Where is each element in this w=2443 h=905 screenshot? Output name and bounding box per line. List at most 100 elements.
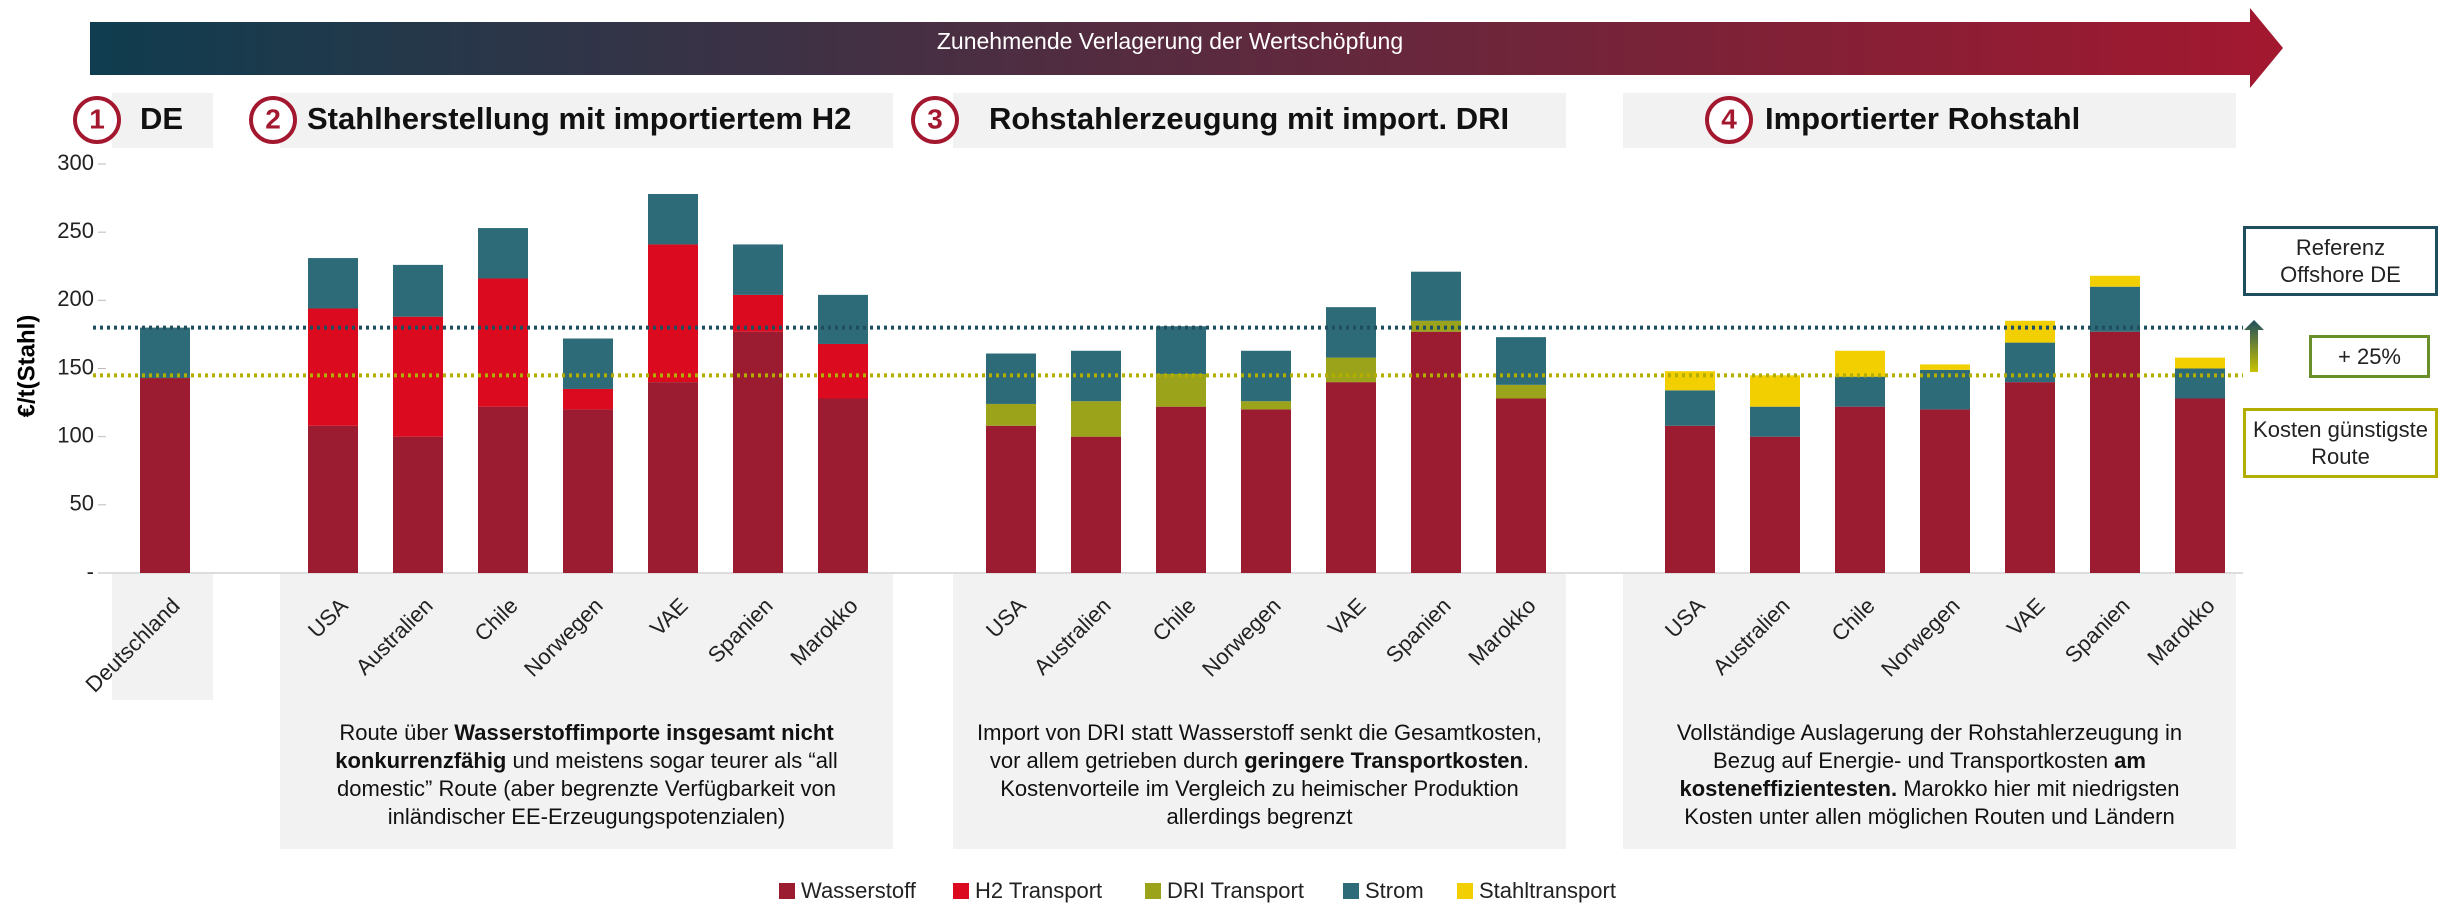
bar-segment xyxy=(2090,286,2140,332)
bar-segment xyxy=(986,425,1036,573)
bar-segment xyxy=(1665,425,1715,573)
bar-segment xyxy=(1326,307,1376,358)
legend-swatch xyxy=(1145,883,1161,899)
bar-segment xyxy=(563,409,613,573)
group-note: Vollständige Auslagerung der Rohstahlerz… xyxy=(1623,701,2236,849)
group-number: 4 xyxy=(1721,103,1737,134)
bar-segment xyxy=(648,193,698,245)
reference-callout: Kosten günstigste Route xyxy=(2243,408,2438,478)
legend-swatch xyxy=(953,883,969,899)
group-title: Importierter Rohstahl xyxy=(1765,101,2080,136)
bar-segment xyxy=(1496,337,1546,385)
bar-segment xyxy=(308,258,358,309)
arrow-label: Zunehmende Verlagerung der Wertschöpfung xyxy=(937,28,1403,54)
bar-segment xyxy=(478,228,528,279)
legend-label: Strom xyxy=(1365,878,1424,903)
group-number: 1 xyxy=(89,103,105,134)
reference-callout: Referenz Offshore DE xyxy=(2243,226,2438,296)
y-axis-label: €/t(Stahl) xyxy=(13,315,40,418)
note-segment: Wasserstoffimporte insgesamt nicht konku… xyxy=(335,720,834,773)
bar-segment xyxy=(1496,384,1546,399)
note-segment: Import von DRI statt Wasserstoff senkt d… xyxy=(977,720,1542,773)
note-segment: . Kostenvorteile im Vergleich zu heimisc… xyxy=(1000,748,1530,829)
bar-segment xyxy=(1411,320,1461,332)
group-title: Rohstahlerzeugung mit import. DRI xyxy=(989,101,1509,136)
bar-segment xyxy=(1835,376,1885,407)
bar-segment xyxy=(563,338,613,389)
bar-segment xyxy=(478,278,528,407)
note-segment: am kosteneffizientesten. xyxy=(1679,748,2146,801)
bar-segment xyxy=(1156,326,1206,374)
bar-segment xyxy=(2005,320,2055,343)
note-segment: Vollständige Auslagerung der Rohstahlerz… xyxy=(1676,720,2183,773)
bar-segment xyxy=(478,406,528,573)
bar-segment xyxy=(1326,357,1376,383)
bar-segment xyxy=(1665,390,1715,426)
bar-segment xyxy=(393,436,443,573)
bar-segment xyxy=(1411,271,1461,321)
group-note: Route über Wasserstoffimporte insgesamt … xyxy=(280,701,893,849)
bar-segment xyxy=(2090,275,2140,287)
y-tick-label: 150 xyxy=(57,354,94,379)
group-number-circle xyxy=(911,96,959,144)
group-number: 3 xyxy=(927,103,943,134)
bar-segment xyxy=(1156,406,1206,573)
bar-segment xyxy=(1835,350,1885,377)
group-note: Import von DRI statt Wasserstoff senkt d… xyxy=(953,701,1566,849)
bar-segment xyxy=(818,343,868,399)
note-text: Route über Wasserstoffimporte insgesamt … xyxy=(300,719,873,831)
bar-segment xyxy=(1750,406,1800,437)
bar-segment xyxy=(648,244,698,383)
note-segment: Marokko hier mit niedrigsten Kosten unte… xyxy=(1684,776,2180,829)
note-segment: Route über xyxy=(339,720,455,745)
note-segment: und meistens sogar teurer als “all domes… xyxy=(337,748,838,829)
bar-segment xyxy=(1071,401,1121,437)
legend-swatch xyxy=(1343,883,1359,899)
bar-segment xyxy=(986,403,1036,426)
bar-segment xyxy=(733,331,783,573)
group-number-circle xyxy=(73,96,121,144)
bar-segment xyxy=(1156,373,1206,407)
bar-segment xyxy=(1241,409,1291,573)
group-number-circle xyxy=(249,96,297,144)
group-number-circle xyxy=(1705,96,1753,144)
bar-segment xyxy=(733,244,783,295)
group-title: Stahlherstellung mit importiertem H2 xyxy=(307,101,851,136)
bar-segment xyxy=(1750,436,1800,573)
bar-segment xyxy=(308,425,358,573)
y-tick-label: 300 xyxy=(57,150,94,175)
y-tick-label: - xyxy=(87,559,94,584)
bar-segment xyxy=(1241,401,1291,410)
y-tick-label: 250 xyxy=(57,218,94,243)
bar-segment xyxy=(1920,409,1970,573)
note-text: Import von DRI statt Wasserstoff senkt d… xyxy=(973,719,1546,831)
y-tick-label: 50 xyxy=(70,491,94,516)
delta-callout: + 25% xyxy=(2309,335,2430,378)
legend-label: Wasserstoff xyxy=(801,878,917,903)
legend-swatch xyxy=(1457,883,1473,899)
y-tick-label: 100 xyxy=(57,422,94,447)
bar-segment xyxy=(2175,398,2225,573)
bar-segment xyxy=(986,353,1036,404)
legend-label: Stahltransport xyxy=(1479,878,1616,903)
bar-segment xyxy=(1496,398,1546,573)
bar-segment xyxy=(393,264,443,317)
bar-segment xyxy=(1920,364,1970,370)
bar-segment xyxy=(818,294,868,344)
legend-label: DRI Transport xyxy=(1167,878,1304,903)
bar-segment xyxy=(1326,382,1376,573)
bar-segment xyxy=(648,382,698,573)
value-chain-arrow xyxy=(90,8,2283,88)
bar-segment xyxy=(2175,357,2225,369)
bar-segment xyxy=(1411,331,1461,573)
bar-segment xyxy=(1835,406,1885,573)
bar-segment xyxy=(563,388,613,410)
bar-segment xyxy=(140,327,190,379)
legend-label: H2 Transport xyxy=(975,878,1102,903)
bar-segment xyxy=(2090,331,2140,573)
note-segment: geringere Transportkosten xyxy=(1244,748,1523,773)
legend-swatch xyxy=(779,883,795,899)
delta-arrow xyxy=(2244,320,2264,372)
bar-segment xyxy=(140,378,190,573)
